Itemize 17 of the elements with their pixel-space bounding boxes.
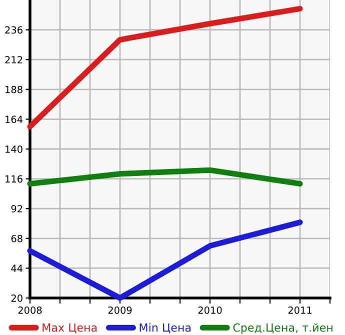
y-tick-label: 20 — [11, 294, 22, 302]
legend-label: Min Цена — [140, 323, 191, 334]
y-tick-label: 116 — [6, 175, 22, 183]
legend-label: Max Цена — [42, 323, 97, 334]
y-tick-label: 236 — [5, 26, 22, 34]
x-tick-label: 2011 — [288, 306, 312, 314]
y-tick-label: 212 — [5, 56, 22, 64]
y-tick-label: 68 — [11, 234, 22, 242]
y-tick-label: 92 — [11, 205, 22, 212]
y-tick-label: 164 — [6, 116, 23, 124]
x-tick-label: 2008 — [18, 306, 42, 314]
x-tick-label: 2009 — [108, 306, 132, 314]
legend-label: Сред.Цена, т.йен — [233, 323, 332, 334]
x-tick-label: 2010 — [198, 306, 222, 314]
y-tick-label: 44 — [11, 264, 23, 272]
y-tick-label: 188 — [6, 86, 22, 94]
y-tick-label: 140 — [6, 145, 22, 153]
